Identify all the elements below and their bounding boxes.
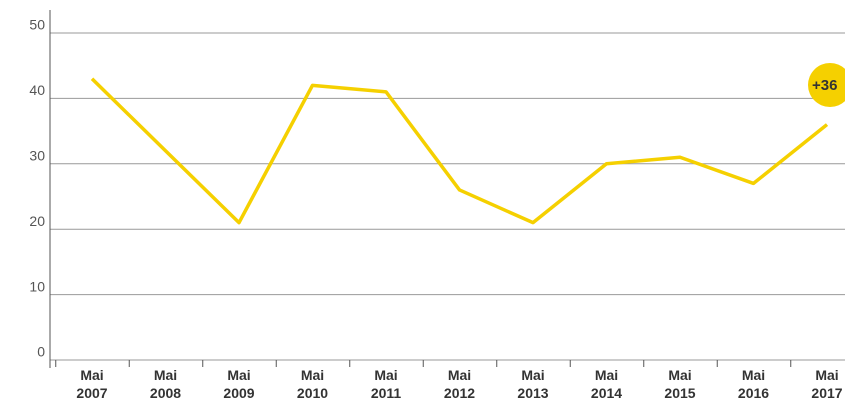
x-tick-label: Mai 2012 <box>444 367 475 401</box>
x-tick-label: Mai 2009 <box>223 367 254 401</box>
x-tick-label: Mai 2008 <box>150 367 181 401</box>
y-tick-label: 10 <box>29 278 45 294</box>
x-tick-label: Mai 2015 <box>664 367 695 401</box>
y-tick-label: 50 <box>29 17 45 33</box>
x-tick-label: Mai 2007 <box>76 367 107 401</box>
y-tick-label: 20 <box>29 213 45 229</box>
y-tick-label: 0 <box>37 344 45 360</box>
y-tick-label: 30 <box>29 148 45 164</box>
x-tick-label: Mai 2017 <box>811 367 842 401</box>
y-tick-label: 40 <box>29 82 45 98</box>
x-tick-label: Mai 2010 <box>297 367 328 401</box>
x-tick-label: Mai 2011 <box>371 367 402 401</box>
annotation-badge <box>808 63 845 107</box>
data-line <box>90 77 829 225</box>
x-tick-label: Mai 2013 <box>517 367 548 401</box>
x-tick-label: Mai 2014 <box>591 367 622 401</box>
annotation: +36 <box>812 77 837 94</box>
x-tick-label: Mai 2016 <box>738 367 769 401</box>
